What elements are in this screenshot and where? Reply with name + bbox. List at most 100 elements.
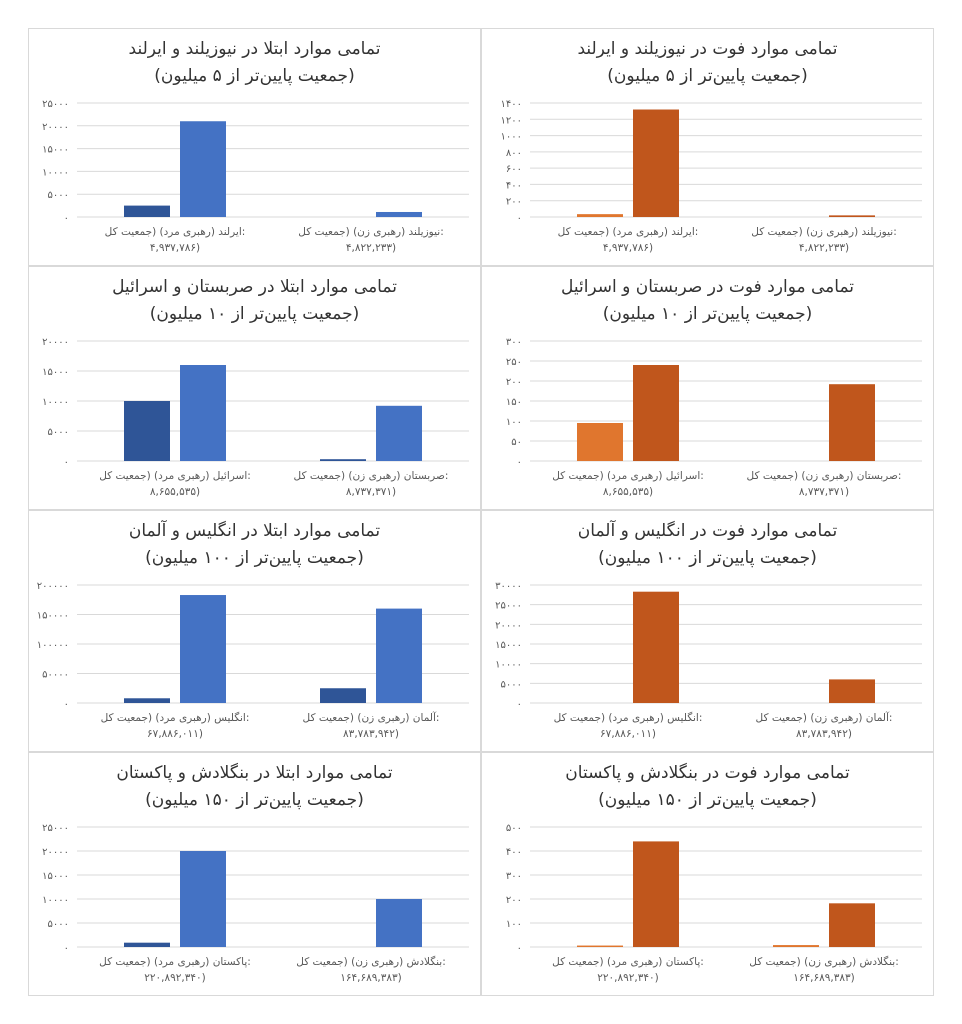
chart-panel-nz-ie-cases: تمامی موارد ابتلا در نیوزیلند و ایرلند (… [28, 28, 481, 266]
y-tick-label: ۲۵۰۰۰ [42, 823, 69, 834]
y-tick-label: ۱۰۰۰۰ [495, 660, 522, 671]
y-tick-label: ۲۵۰ [506, 357, 522, 368]
x-category-label: ۴,۸۲۲,۲۳۳) [346, 242, 396, 254]
bar [773, 945, 819, 947]
bar [376, 899, 422, 947]
y-tick-label: ۰ [517, 457, 522, 468]
chart-subtitle: (جمعیت پایین‌تر از ۵ میلیون) [607, 66, 808, 86]
chart-plot: ۰ ۵۰۰۰ ۱۰۰۰۰ ۱۵۰۰۰ ۲۰۰۰۰ ۲۵۰۰۰ ۳۰۰۰۰ انگلیس (ره… [495, 581, 922, 740]
chart-plot: ۰ ۵۰۰۰ ۱۰۰۰۰ ۱۵۰۰۰ ۲۰۰۰۰ اسرائیل (رهبری مرد) … [42, 337, 469, 498]
bar [633, 841, 679, 947]
y-tick-label: ۰ [517, 699, 522, 710]
x-category-label: صربستان (رهبری زن) (جمعیت کل: [294, 470, 449, 482]
x-category-label: ۱۶۴,۶۸۹,۳۸۳) [340, 972, 402, 984]
y-tick-label: ۵۰۰ [506, 823, 522, 834]
chart-plot: ۰ ۵۰۰۰ ۱۰۰۰۰ ۱۵۰۰۰ ۲۰۰۰۰ ۲۵۰۰۰ پاکستان (رهبری … [42, 823, 469, 984]
chart-plot: ۰ ۵۰۰۰۰ ۱۰۰۰۰۰ ۱۵۰۰۰۰ ۲۰۰۰۰۰ انگلیس (رهبری مر… [37, 581, 469, 740]
y-tick-label: ۸۰۰ [506, 148, 522, 159]
y-tick-label: ۱۴۰۰ [501, 99, 522, 110]
x-category-label: ۴,۹۳۷,۷۸۶) [150, 242, 200, 254]
chart-plot: ۰ ۲۰۰ ۴۰۰ ۶۰۰ ۸۰۰ ۱۰۰۰ ۱۲۰۰ ۱۴۰۰ ایرلند (رهبری م… [501, 99, 922, 254]
y-tick-label: ۲۰۰ [506, 895, 522, 906]
y-tick-label: ۲۵۰۰۰ [42, 99, 69, 110]
bar [124, 401, 170, 461]
x-category-label: ۸,۶۵۵,۵۳۵) [150, 486, 200, 498]
bar [180, 851, 226, 947]
y-tick-label: ۶۰۰ [506, 164, 522, 175]
y-tick-label: ۱۵۰۰۰ [495, 640, 522, 651]
chart-title: تمامی موارد ابتلا در صربستان و اسرائیل [112, 277, 397, 297]
chart-subtitle: (جمعیت پایین‌تر از ۱۰۰ میلیون) [145, 548, 364, 568]
x-category-label: پاکستان (رهبری مرد) (جمعیت کل: [99, 956, 251, 968]
chart-plot: ۰ ۱۰۰ ۲۰۰ ۳۰۰ ۴۰۰ ۵۰۰ پاکستان (رهبری مرد) (جمع… [506, 823, 922, 984]
x-category-label: ۴,۹۳۷,۷۸۶) [603, 242, 653, 254]
y-tick-label: ۳۰۰ [506, 337, 522, 348]
y-tick-label: ۲۰۰۰۰ [495, 620, 522, 631]
x-category-label: ۸۳,۷۸۳,۹۴۲) [796, 728, 852, 740]
x-category-label: ۶۷,۸۸۶,۰۱۱) [600, 728, 656, 740]
y-tick-label: ۰ [517, 213, 522, 224]
bar [124, 698, 170, 703]
y-tick-label: ۰ [64, 943, 69, 954]
y-tick-label: ۱۵۰۰۰ [42, 871, 69, 882]
x-category-label: آلمان (رهبری زن) (جمعیت کل: [756, 711, 893, 724]
y-tick-label: ۲۰۰۰۰ [42, 847, 69, 858]
x-category-label: ایرلند (رهبری مرد) (جمعیت کل: [558, 226, 699, 238]
y-tick-label: ۵۰۰۰ [48, 190, 69, 201]
bar [577, 214, 623, 217]
chart-panel-rs-il-cases: تمامی موارد ابتلا در صربستان و اسرائیل (… [28, 266, 481, 510]
x-category-label: اسرائیل (رهبری مرد) (جمعیت کل: [99, 470, 251, 482]
y-tick-label: ۲۰۰۰۰ [42, 337, 69, 348]
y-tick-label: ۴۰۰ [506, 180, 522, 191]
y-tick-label: ۰ [64, 457, 69, 468]
chart-subtitle: (جمعیت پایین‌تر از ۵ میلیون) [154, 66, 355, 86]
bar [633, 365, 679, 461]
x-category-label: ۸,۶۵۵,۵۳۵) [603, 486, 653, 498]
y-tick-label: ۴۰۰ [506, 847, 522, 858]
bar [180, 121, 226, 217]
chart-subtitle: (جمعیت پایین‌تر از ۱۵۰ میلیون) [598, 790, 817, 810]
y-tick-label: ۵۰۰۰ [48, 427, 69, 438]
y-tick-label: ۱۰۰ [506, 417, 522, 428]
chart-panel-nz-ie-deaths: تمامی موارد فوت در نیوزیلند و ایرلند (جم… [481, 28, 934, 266]
x-category-label: اسرائیل (رهبری مرد) (جمعیت کل: [552, 470, 704, 482]
x-category-label: بنگلادش (رهبری زن) (جمعیت کل: [749, 955, 898, 968]
x-category-label: انگلیس (رهبری مرد) (جمعیت کل: [101, 711, 250, 724]
y-tick-label: ۱۰۰۰ [501, 132, 522, 143]
bar [829, 903, 875, 947]
chart-title: تمامی موارد فوت در نیوزیلند و ایرلند [577, 39, 838, 59]
chart-subtitle: (جمعیت پایین‌تر از ۱۰ میلیون) [149, 304, 360, 324]
bar [180, 365, 226, 461]
x-category-label: ۲۲۰,۸۹۲,۳۴۰) [144, 972, 206, 984]
x-category-label: ۸,۷۳۷,۳۷۱) [346, 486, 396, 498]
y-tick-label: ۱۵۰ [506, 397, 522, 408]
x-category-label: پاکستان (رهبری مرد) (جمعیت کل: [552, 956, 704, 968]
bar [829, 384, 875, 461]
y-tick-label: ۵۰۰۰ [501, 679, 522, 690]
chart-panel-uk-de-deaths: تمامی موارد فوت در انگلیس و آلمان (جمعیت… [481, 510, 934, 752]
y-tick-label: ۱۰۰ [506, 919, 522, 930]
x-category-label: ۸۳,۷۸۳,۹۴۲) [343, 728, 399, 740]
bar [633, 591, 679, 703]
chart-subtitle: (جمعیت پایین‌تر از ۱۰ میلیون) [602, 304, 813, 324]
y-tick-label: ۳۰۰۰۰ [495, 581, 522, 592]
chart-panel-rs-il-deaths: تمامی موارد فوت در صربستان و اسرائیل (جم… [481, 266, 934, 510]
x-category-label: ۸,۷۳۷,۳۷۱) [799, 486, 849, 498]
chart-plot: ۰ ۵۰۰۰ ۱۰۰۰۰ ۱۵۰۰۰ ۲۰۰۰۰ ۲۵۰۰۰ ایرلند (رهبری م… [42, 99, 469, 254]
chart-title: تمامی موارد ابتلا در بنگلادش و پاکستان [116, 763, 393, 783]
y-tick-label: ۱۵۰۰۰۰ [37, 611, 69, 622]
bar [124, 205, 170, 217]
chart-subtitle: (جمعیت پایین‌تر از ۱۵۰ میلیون) [145, 790, 364, 810]
y-tick-label: ۱۲۰۰ [501, 115, 522, 126]
bar [829, 679, 875, 703]
bar [577, 423, 623, 461]
x-category-label: نیوزیلند (رهبری زن) (جمعیت کل: [751, 226, 896, 238]
y-tick-label: ۲۰۰۰۰ [42, 122, 69, 133]
bar [320, 459, 366, 461]
chart-title: تمامی موارد فوت در صربستان و اسرائیل [560, 277, 855, 297]
bar [180, 595, 226, 703]
chart-panel-bd-pk-deaths: تمامی موارد فوت در بنگلادش و پاکستان (جم… [481, 752, 934, 996]
bar [124, 942, 170, 947]
chart-title: تمامی موارد فوت در بنگلادش و پاکستان [565, 763, 850, 783]
x-category-label: انگلیس (رهبری مرد) (جمعیت کل: [554, 711, 703, 724]
